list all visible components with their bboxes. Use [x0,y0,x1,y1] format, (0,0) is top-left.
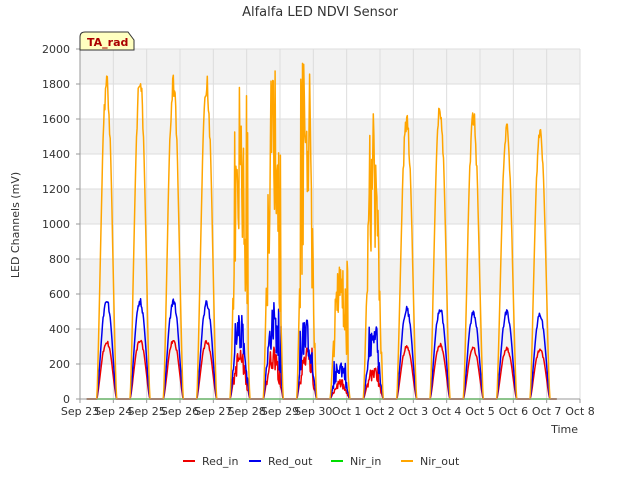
grid-band [80,119,580,154]
y-tick-label: 0 [63,393,70,406]
x-tick-label: Sep 28 [228,405,266,418]
x-axis-label: Time [550,423,578,436]
chart-title: Alfalfa LED NDVI Sensor [242,5,399,20]
y-tick-label: 600 [49,288,70,301]
legend-label: Nir_out [420,455,460,468]
y-tick-label: 1600 [42,113,70,126]
x-tick-label: Oct 3 [399,405,429,418]
y-tick-label: 200 [49,358,70,371]
y-axis-label: LED Channels (mV) [9,172,22,278]
legend-label: Red_out [268,455,313,468]
y-tick-label: 800 [49,253,70,266]
x-tick-label: Sep 24 [94,405,132,418]
annotation-text: TA_rad [87,36,128,49]
x-tick-label: Oct 4 [432,405,462,418]
grid-band [80,329,580,364]
y-tick-label: 1800 [42,78,70,91]
y-tick-label: 1400 [42,148,70,161]
y-tick-label: 1000 [42,218,70,231]
legend-label: Red_in [202,455,238,468]
y-tick-label: 2000 [42,43,70,56]
legend-label: Nir_in [350,455,381,468]
x-tick-label: Sep 29 [261,405,299,418]
legend: Red_in Red_out Nir_in Nir_out [183,455,460,468]
annotation-box-shape [79,31,135,51]
legend-item-nir-in: Nir_in [331,455,381,468]
x-tick-label: Sep 26 [161,405,199,418]
legend-item-red-in: Red_in [183,455,238,468]
x-tick-label: Oct 7 [532,405,562,418]
x-tick-label: Oct 6 [499,405,529,418]
x-tick-label: Oct 5 [465,405,495,418]
x-tick-label: Oct 2 [365,405,395,418]
y-axis-ticks: 0 200 400 600 800 1000 1200 1400 1600 1800 2000 [42,43,80,406]
grid-band [80,49,580,84]
annotation-box: TA_rad [79,31,135,51]
y-tick-label: 1200 [42,183,70,196]
x-tick-label: Sep 30 [294,405,332,418]
x-tick-label: Sep 27 [194,405,232,418]
legend-item-red-out: Red_out [249,455,313,468]
y-tick-label: 400 [49,323,70,336]
grid-band [80,259,580,294]
x-tick-label: Sep 23 [61,405,99,418]
legend-item-nir-out: Nir_out [401,455,460,468]
x-tick-label: Oct 1 [332,405,362,418]
x-tick-label: Sep 25 [128,405,166,418]
x-tick-label: Oct 8 [565,405,595,418]
grid-band [80,189,580,224]
